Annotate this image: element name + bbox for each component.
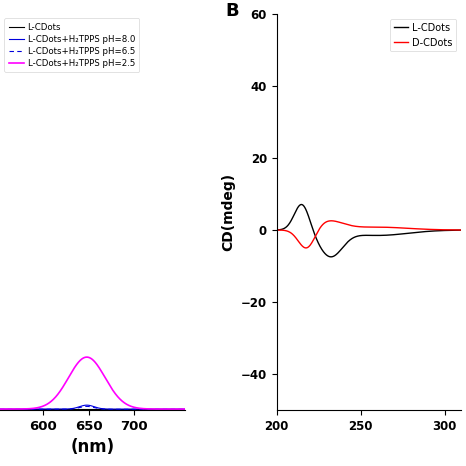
- Legend: L-CDots, L-CDots+H₂TPPS pH=8.0, L-CDots+H₂TPPS pH=6.5, L-CDots+H₂TPPS pH=2.5: L-CDots, L-CDots+H₂TPPS pH=8.0, L-CDots+…: [4, 18, 139, 72]
- Y-axis label: CD(mdeg): CD(mdeg): [221, 173, 235, 251]
- Text: B: B: [225, 2, 239, 20]
- Legend: L-CDots, D-CDots: L-CDots, D-CDots: [390, 19, 457, 51]
- X-axis label: (nm): (nm): [70, 439, 114, 456]
